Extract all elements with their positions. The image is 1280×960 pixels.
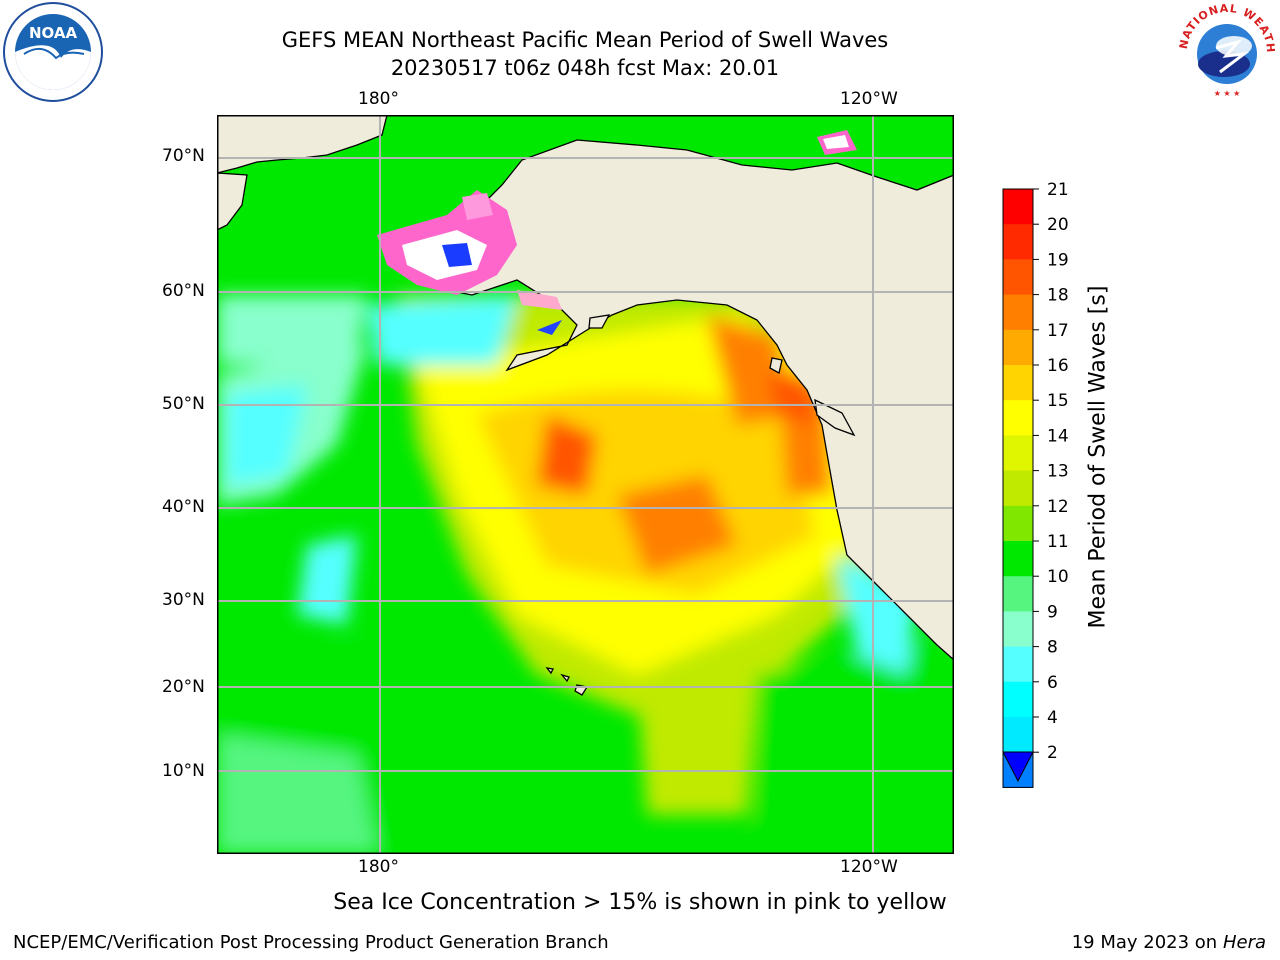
title-line-2: 20230517 t06z 048h fcst Max: 20.01 [390,56,780,80]
colorbar-swatch [1003,329,1033,366]
colorbar-tick-label: 6 [1047,673,1058,693]
colorbar-tick-label: 12 [1047,497,1069,517]
lon-label-bottom-1: 180° [358,857,399,877]
colorbar-ticks: 21 20 19 18 17 16 15 14 13 12 11 10 9 8 6 4 2 [1033,180,1069,763]
lat-label-20: 20°N [162,677,205,697]
sea-ice-patches [377,130,857,335]
colorbar-swatches [1002,188,1034,788]
noaa-logo-text: NOAA [29,24,78,42]
colorbar-tick-label: 15 [1047,391,1069,411]
colorbar-tick-label: 13 [1047,462,1069,482]
noaa-logo: NOAA [3,2,103,102]
colorbar-tick-label: 19 [1047,250,1069,270]
colorbar-swatch [1003,505,1033,542]
colorbar-tick-label: 21 [1047,180,1069,200]
lon-label-top-1: 180° [358,89,399,109]
colorbar-tick-label: 8 [1047,638,1058,658]
colorbar-swatch [1003,541,1033,577]
colorbar-extend-arrow [1002,751,1034,783]
map-frame [217,115,954,854]
lat-label-60: 60°N [162,281,205,301]
lat-label-30: 30°N [162,590,205,610]
colorbar: 21 20 19 18 17 16 15 14 13 12 11 10 9 8 6 4 2 [1002,180,1069,788]
swell-period-map [217,115,954,854]
colorbar-tick-label: 20 [1047,215,1069,235]
colorbar-swatch [1003,717,1033,753]
colorbar-swatch [1003,470,1033,507]
colorbar-swatch [1003,611,1033,648]
footer-machine: Hera [1222,932,1266,953]
nws-logo: NATIONAL WEATHER SERVICE ★ ★ ★ [1176,2,1276,100]
lat-label-10: 10°N [162,761,205,781]
lat-label-40: 40°N [162,497,205,517]
colorbar-tick-label: 2 [1047,743,1058,763]
colorbar-tick-label: 17 [1047,321,1069,341]
svg-text:★ ★ ★: ★ ★ ★ [1214,89,1241,98]
lon-label-bottom-2: 120°W [840,857,898,877]
footer-credit: NCEP/EMC/Verification Post Processing Pr… [13,932,609,953]
colorbar-tick-label: 18 [1047,286,1069,306]
footer-date: 19 May 2023 on Hera [1072,932,1266,953]
colorbar-tick-label: 14 [1047,426,1069,446]
footer-date-text: 19 May 2023 on [1071,932,1218,953]
colorbar-swatch [1003,189,1033,225]
lat-label-50: 50°N [162,394,205,414]
colorbar-swatch [1003,224,1033,260]
lat-label-70: 70°N [162,146,205,166]
caption: Sea Ice Concentration > 15% is shown in … [333,890,947,915]
colorbar-tick-label: 16 [1047,356,1069,376]
lon-label-top-2: 120°W [840,89,898,109]
colorbar-frame [1002,188,1034,788]
colorbar-swatch [1003,576,1033,612]
swell-period-field [217,295,954,854]
colorbar-swatch [1003,435,1033,472]
colorbar-tick-label: 11 [1047,532,1069,552]
colorbar-swatch [1003,400,1033,436]
colorbar-tick-label: 4 [1047,708,1058,728]
colorbar-tick-label: 9 [1047,602,1058,622]
colorbar-swatch [1003,365,1033,401]
colorbar-swatch [1003,294,1033,331]
graticule [217,115,954,854]
colorbar-label: Mean Period of Swell Waves [s] [1085,285,1111,629]
colorbar-tick-label: 10 [1047,567,1069,587]
title-line-1: GEFS MEAN Northeast Pacific Mean Period … [281,28,889,52]
colorbar-swatch [1003,259,1033,296]
colorbar-swatch [1003,646,1033,683]
colorbar-swatch [1003,681,1033,718]
